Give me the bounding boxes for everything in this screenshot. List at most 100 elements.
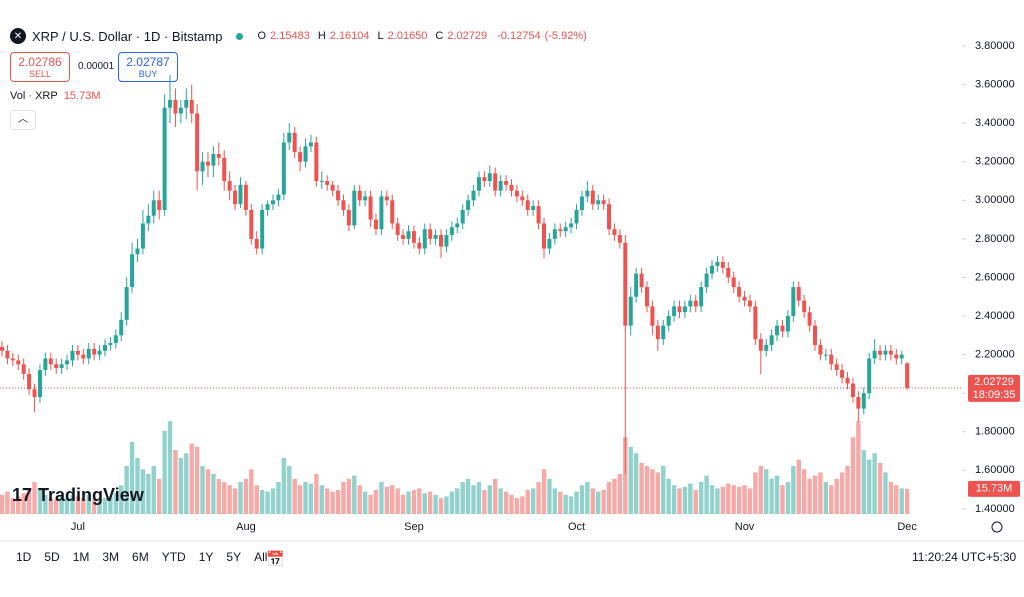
volume-bar [829,485,834,514]
candle-body [590,190,595,205]
candle-body [422,229,427,249]
candle-body [813,325,817,345]
volume-bar [0,494,5,514]
range-button[interactable]: All [254,550,268,564]
volume-bar [211,474,216,514]
y-tick-label: 3.20000 [975,156,1015,168]
volume-bar [173,450,178,514]
volume-bar [503,491,509,514]
volume-bar [270,488,276,514]
volume-bar [715,488,720,514]
range-button[interactable]: YTD [161,550,186,564]
volume-bar [411,490,417,514]
candle-body [292,132,297,153]
sell-button[interactable]: 2.02786 SELL [10,52,70,82]
volume-bar [764,469,769,514]
date-range-icon[interactable]: 📅 [266,551,285,568]
symbol[interactable]: XRP / U.S. Dollar · 1D · Bitstamp [32,28,223,44]
candle-body [888,350,893,355]
candle-body [742,296,747,301]
y-tick-label: 2.60000 [975,271,1015,283]
volume-bar [194,446,200,514]
candle-body [178,107,183,114]
candle-body [791,287,796,317]
candle-body [504,181,509,185]
y-tick-label: 1.80000 [975,426,1015,438]
candle-body [146,215,151,224]
volume-bar [487,485,492,514]
buy-price: 2.02787 [126,55,170,69]
candle-body [43,358,48,371]
candle-body [796,287,801,301]
range-button[interactable]: 3M [102,550,120,564]
volume-bar [341,482,346,514]
range-button[interactable]: 1M [72,550,90,564]
candle-body [124,287,129,320]
volume-bar [135,458,140,514]
candle-body [471,190,476,201]
y-tick-label: 1.40000 [975,503,1015,515]
volume-bar [119,485,124,514]
candle-body [189,100,194,114]
candle-body [265,204,270,210]
range-bar: 1D 5D 1M 3M 6M YTD 1Y 5Y All [16,550,267,564]
volume-bar [845,466,850,514]
volume-bar [541,469,547,514]
range-button[interactable]: 6M [132,550,149,564]
candle-body [655,325,660,340]
candle-body [623,242,628,326]
volume-bar [438,498,444,514]
candle-body [514,190,519,197]
volume-bar [476,482,482,514]
candle-body [758,339,763,351]
volume-bar [617,474,623,514]
candle-body [227,181,232,191]
volume-bar [574,491,579,514]
volume-bar [238,482,243,514]
volume-bar [390,485,395,514]
volume-bar [189,443,194,514]
candle-body [0,346,4,351]
candle-body [644,287,649,307]
candle-body [861,393,866,409]
volume-bar [325,488,330,514]
candle-body [818,344,823,355]
buy-button[interactable]: 2.02787 BUY [118,52,178,82]
candle-body [780,325,785,332]
candle-body [325,181,330,185]
symbol-icon: ✕ [10,28,26,44]
volume-bar [102,498,108,514]
collapse-button[interactable]: ︿ [10,110,36,130]
range-button[interactable]: 1D [16,550,32,564]
volume-bar [644,466,650,514]
price-tag [968,374,1020,402]
range-button[interactable]: 5D [44,550,60,564]
candle-body [487,173,492,182]
volume-bar [688,483,693,514]
candle-body [493,173,498,191]
volume-bar [352,475,357,514]
candle-body [747,300,752,307]
range-button[interactable]: 1Y [198,550,214,564]
candle-body [531,206,536,210]
range-button[interactable]: 5Y [226,550,242,564]
volume-bar [10,498,16,514]
volume-bar [471,485,476,514]
volume-bar [877,462,883,514]
volume-bar [75,496,81,514]
volume-bar [677,488,682,514]
volume-bar [633,453,639,514]
candle-body [411,231,416,243]
volume-bar [818,472,823,514]
candle-body [211,154,216,166]
candle-body [70,350,75,361]
x-tick-label: Sep [404,521,424,533]
price-tag-countdown: 18:09:35 [973,389,1016,401]
candle-body [720,262,725,268]
volume-bar [5,491,10,514]
candle-body [785,316,790,332]
volume-bar [872,453,877,514]
volume-bar [888,482,894,514]
volume-bar [427,491,433,514]
volume-bar [43,494,48,514]
